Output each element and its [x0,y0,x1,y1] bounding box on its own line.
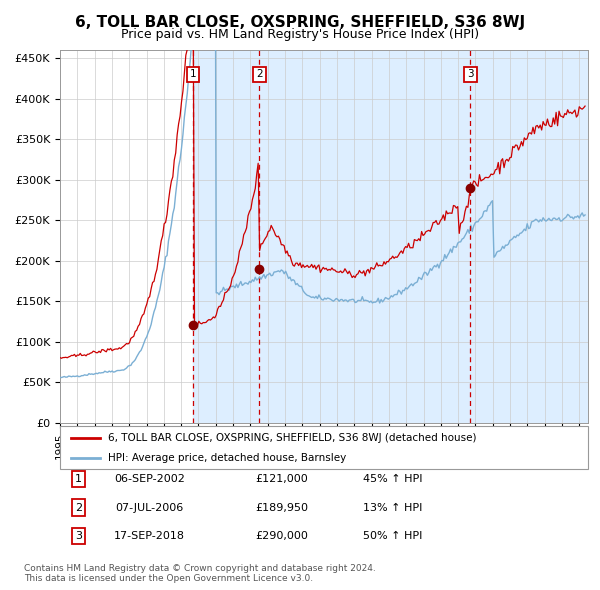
Text: This data is licensed under the Open Government Licence v3.0.: This data is licensed under the Open Gov… [24,574,313,583]
Text: £189,950: £189,950 [255,503,308,513]
Text: 3: 3 [467,70,474,80]
Text: £290,000: £290,000 [256,531,308,541]
Text: 07-JUL-2006: 07-JUL-2006 [116,503,184,513]
Bar [470,50,588,423]
Text: £121,000: £121,000 [256,474,308,484]
Text: 13% ↑ HPI: 13% ↑ HPI [363,503,422,513]
Text: 1: 1 [190,70,196,80]
FancyBboxPatch shape [60,426,588,469]
Text: Contains HM Land Registry data © Crown copyright and database right 2024.: Contains HM Land Registry data © Crown c… [24,565,376,573]
Text: 1: 1 [75,474,82,484]
Text: 17-SEP-2018: 17-SEP-2018 [114,531,185,541]
Text: 50% ↑ HPI: 50% ↑ HPI [363,531,422,541]
Text: 2: 2 [256,70,263,80]
Text: 6, TOLL BAR CLOSE, OXSPRING, SHEFFIELD, S36 8WJ (detached house): 6, TOLL BAR CLOSE, OXSPRING, SHEFFIELD, … [107,433,476,443]
Text: 2: 2 [75,503,82,513]
Text: 06-SEP-2002: 06-SEP-2002 [115,474,185,484]
Text: 3: 3 [75,531,82,541]
Text: HPI: Average price, detached house, Barnsley: HPI: Average price, detached house, Barn… [107,453,346,463]
Text: 45% ↑ HPI: 45% ↑ HPI [363,474,422,484]
Text: Price paid vs. HM Land Registry's House Price Index (HPI): Price paid vs. HM Land Registry's House … [121,28,479,41]
Bar [193,50,259,423]
Bar [259,50,470,423]
Text: 6, TOLL BAR CLOSE, OXSPRING, SHEFFIELD, S36 8WJ: 6, TOLL BAR CLOSE, OXSPRING, SHEFFIELD, … [75,15,525,30]
